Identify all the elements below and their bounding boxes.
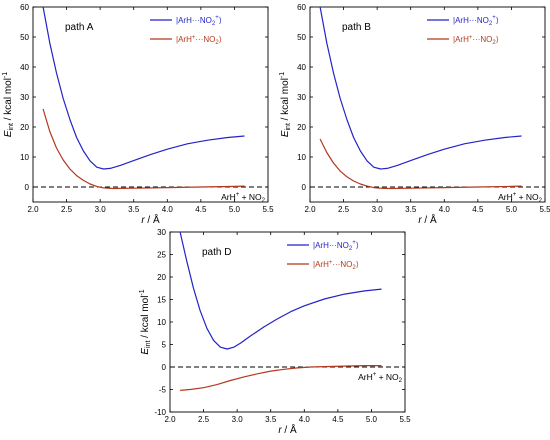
y-tick-label: 25 [157,251,166,260]
plot-frame [309,6,546,203]
series-line-red [319,138,522,190]
series-line-blue [319,6,522,170]
x-tick-label: 2.5 [198,415,210,424]
x-tick-label: 4.5 [472,205,484,214]
legend-label: |ArH···NO2+​⟩ [176,15,222,27]
y-tick-label: 30 [20,93,29,102]
y-tick-label: 20 [20,123,29,132]
x-tick-label: 3.0 [95,205,107,214]
x-tick-label: 4.5 [195,205,207,214]
y-tick-label: 0 [302,183,307,192]
y-tick-label: 30 [297,93,306,102]
chart-panel-2: 2.0 2.5 3.0 3.5 4.0 4.5 5.0 5.5 0 10 20 30 40 50 60 r /… [279,3,550,226]
x-tick-label: 2.0 [27,205,39,214]
y-tick-label: 50 [297,33,306,42]
x-tick-label: 5.0 [229,205,241,214]
legend-label: |ArH+​···NO2​⟩ [313,260,359,271]
series-line-blue [42,6,245,170]
x-tick-label: 3.5 [128,205,140,214]
y-tick-label: 15 [157,296,166,305]
plot-frame [32,6,269,203]
panel-label: path B [342,22,371,33]
y-tick-label: -10 [154,408,166,417]
y-tick-label: 10 [157,318,166,327]
x-tick-label: 4.0 [162,205,174,214]
series-line-red [42,108,245,190]
x-axis-label: r / Å [141,213,160,226]
y-tick-label: 60 [297,3,306,12]
panel-label: path D [202,247,231,258]
y-tick-label: 40 [20,63,29,72]
dissociation-annotation: ArH+ + NO2 [221,192,266,204]
x-tick-label: 2.5 [338,205,350,214]
y-tick-label: 20 [297,123,306,132]
x-tick-label: 4.0 [299,415,311,424]
series-line-red [180,365,382,391]
x-tick-label: 3.5 [405,205,417,214]
y-axis-label: Eint / kcal mol-1 [279,72,292,137]
x-tick-label: 2.0 [304,205,316,214]
x-tick-label: 3.0 [232,415,244,424]
series-line-blue [179,231,382,350]
y-tick-label: 10 [297,153,306,162]
x-tick-label: 5.0 [506,205,518,214]
x-tick-label: 2.5 [61,205,73,214]
y-tick-label: 5 [162,341,167,350]
chart-panel-1: 2.0 2.5 3.0 3.5 4.0 4.5 5.0 5.5 0 10 20 30 40 50 60 r /… [2,3,274,226]
x-axis-label: r / Å [418,213,437,226]
legend-label: |ArH+​···NO2​⟩ [176,35,222,46]
dissociation-annotation: ArH+ + NO2 [358,372,403,384]
x-tick-label: 4.0 [439,205,451,214]
y-tick-label: 60 [20,3,29,12]
y-tick-label: 0 [162,363,167,372]
legend-label: |ArH···NO2+​⟩ [453,15,499,27]
x-tick-label: 3.5 [265,415,277,424]
x-tick-label: 5.5 [262,205,274,214]
x-tick-label: 4.5 [332,415,344,424]
y-tick-label: 40 [297,63,306,72]
y-tick-label: 20 [157,273,166,282]
legend-label: |ArH···NO2+​⟩ [313,240,359,252]
y-axis-label: Eint / kcal mol-1 [2,72,15,137]
x-tick-label: 5.5 [399,415,411,424]
x-tick-label: 5.5 [539,205,550,214]
plot-frame [169,231,406,413]
y-tick-label: 10 [20,153,29,162]
y-tick-label: 30 [157,228,166,237]
y-tick-label: 50 [20,33,29,42]
x-tick-label: 5.0 [366,415,378,424]
y-tick-label: 0 [25,183,30,192]
panel-label: path A [65,22,94,33]
x-tick-label: 3.0 [372,205,384,214]
x-axis-label: r / Å [278,423,297,436]
y-axis-label: Eint / kcal mol-1 [139,289,152,354]
x-tick-label: 2.0 [164,415,176,424]
y-tick-label: -5 [159,386,167,395]
chart-panel-3: 2.0 2.5 3.0 3.5 4.0 4.5 5.0 5.5 -10 -5 0 5 10 15 20 25 3… [139,228,411,436]
legend-label: |ArH+​···NO2​⟩ [453,35,499,46]
dissociation-annotation: ArH+ + NO2 [498,192,543,204]
